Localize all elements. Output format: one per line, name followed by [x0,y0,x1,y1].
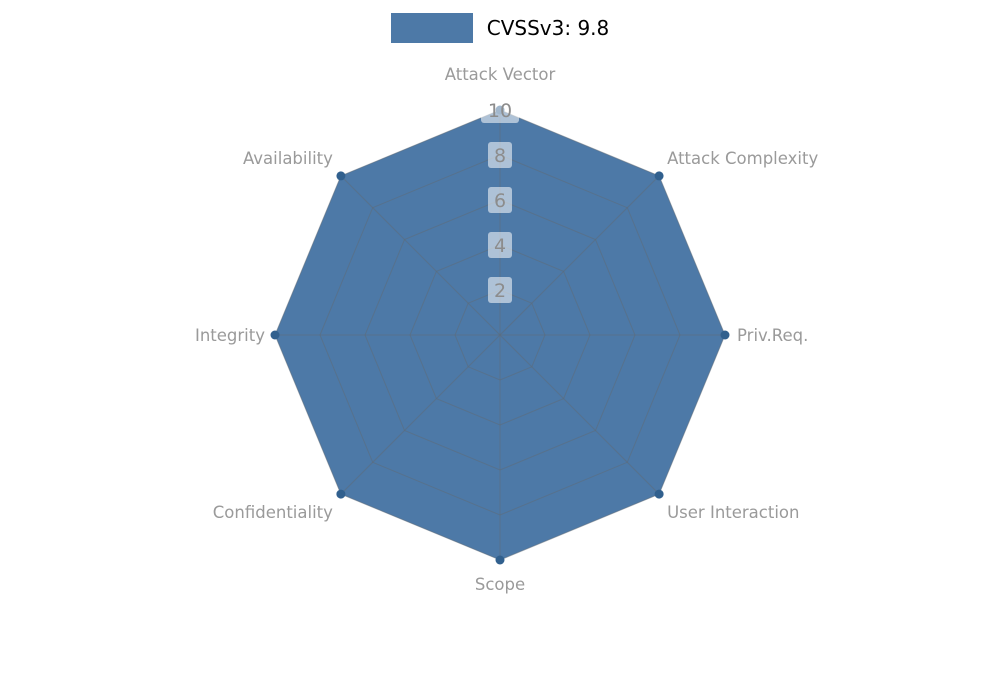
data-point [654,489,664,499]
tick-label-4: 4 [494,235,506,257]
axis-label-scope: Scope [475,575,525,594]
tick-label-bg [488,142,512,168]
data-point [720,330,730,340]
data-point [495,555,505,565]
grid-spoke [340,334,501,495]
tick-label-6: 6 [494,190,506,212]
grid-spoke [499,334,660,495]
grid-spoke [499,175,660,336]
tick-label-bg [488,277,512,303]
legend-swatch [390,13,473,43]
legend-label: CVSSv3: 9.8 [486,16,610,40]
axis-label-availability: Availability [243,149,333,168]
axis-label-priv-req: Priv.Req. [737,326,808,345]
axis-label-integrity: Integrity [195,326,265,345]
axis-label-attack-complexity: Attack Complexity [667,149,818,168]
tick-label-bg [481,97,519,123]
data-point [336,171,346,181]
tick-label-10: 10 [488,100,512,122]
axis-label-user-interaction: User Interaction [667,503,799,522]
tick-label-bg [488,187,512,213]
tick-label-bg [488,232,512,258]
axis-label-confidentiality: Confidentiality [213,503,333,522]
data-point [336,489,346,499]
grid-spoke [340,175,501,336]
axis-label-attack-vector: Attack Vector [445,65,556,84]
tick-label-8: 8 [494,145,506,167]
data-point [654,171,664,181]
data-point [270,330,280,340]
tick-label-2: 2 [494,280,506,302]
legend: CVSSv3: 9.8 [0,13,1000,43]
